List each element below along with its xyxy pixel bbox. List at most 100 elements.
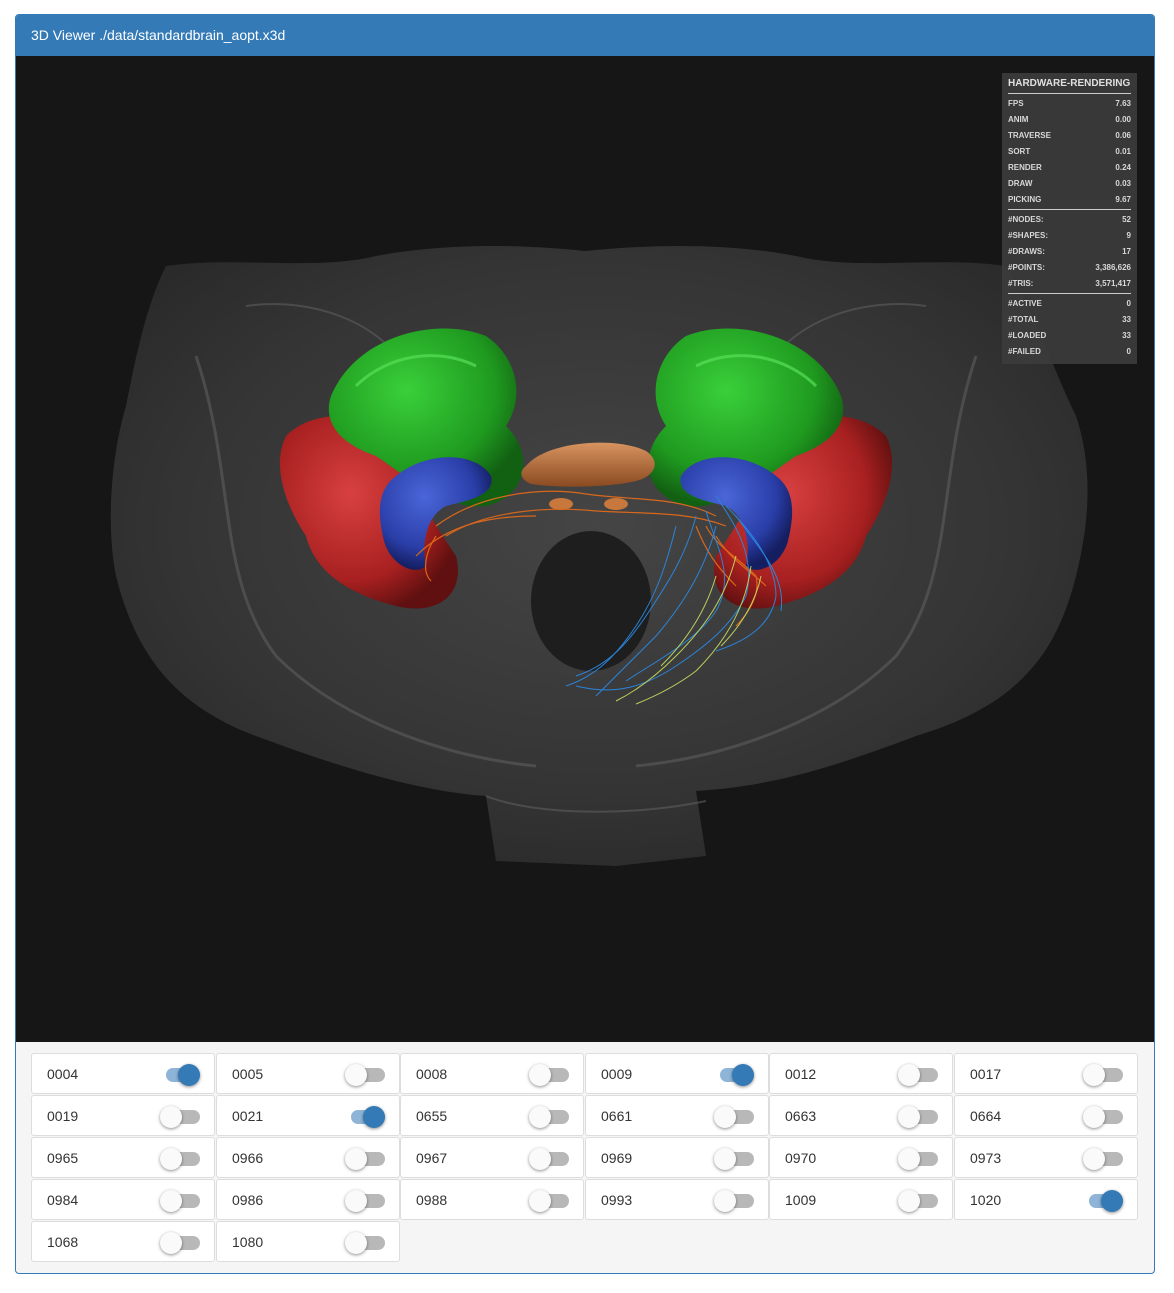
neuron-toggle-item: 0012 — [769, 1053, 953, 1094]
neuron-id-label: 0967 — [416, 1150, 448, 1166]
neuron-visibility-switch[interactable] — [714, 1106, 754, 1128]
stats-row-fps: FPS 7.63 — [1008, 96, 1131, 112]
switch-knob — [1083, 1106, 1105, 1128]
neuron-toggle-item: 0965 — [31, 1137, 215, 1178]
neuron-id-label: 1009 — [785, 1192, 817, 1208]
neuron-visibility-switch[interactable] — [529, 1064, 569, 1086]
neuron-id-label: 0965 — [47, 1150, 79, 1166]
stats-row-tris: #TRIS: 3,571,417 — [1008, 276, 1131, 292]
viewer-panel: 3D Viewer ./data/standardbrain_aopt.x3d — [15, 14, 1155, 1274]
switch-knob — [160, 1190, 182, 1212]
stats-counts-group: #NODES: 52 #SHAPES: 9 #DRAWS: 17 #POINTS: 3,… — [1008, 210, 1131, 294]
stat-label: #FAILED — [1008, 347, 1041, 356]
neuron-visibility-switch[interactable] — [160, 1190, 200, 1212]
switch-knob — [160, 1148, 182, 1170]
x3d-canvas[interactable]: HARDWARE-RENDERING FPS 7.63 ANIM 0.00 TRAV… — [16, 56, 1154, 1042]
neuron-toggle-item: 0988 — [400, 1179, 584, 1220]
neuron-visibility-switch[interactable] — [160, 1232, 200, 1254]
neuron-visibility-switch[interactable] — [898, 1064, 938, 1086]
neuron-id-label: 0970 — [785, 1150, 817, 1166]
neuron-id-label: 0664 — [970, 1108, 1002, 1124]
neuron-visibility-switch[interactable] — [160, 1064, 200, 1086]
neuron-id-label: 0019 — [47, 1108, 79, 1124]
stats-row-active: #ACTIVE 0 — [1008, 296, 1131, 312]
neuron-visibility-switch[interactable] — [1083, 1064, 1123, 1086]
neuron-id-label: 0017 — [970, 1066, 1002, 1082]
neuron-visibility-switch[interactable] — [529, 1190, 569, 1212]
stat-value: 0.24 — [1115, 163, 1131, 172]
stat-value: 3,571,417 — [1095, 279, 1131, 288]
neuron-visibility-switch[interactable] — [714, 1064, 754, 1086]
neuron-toggle-item: 1080 — [216, 1221, 400, 1262]
stat-label: #POINTS: — [1008, 263, 1045, 272]
neuron-toggle-item: 1068 — [31, 1221, 215, 1262]
neuron-visibility-switch[interactable] — [529, 1106, 569, 1128]
neuron-visibility-switch[interactable] — [898, 1190, 938, 1212]
neuron-visibility-switch[interactable] — [160, 1106, 200, 1128]
stat-value: 33 — [1122, 315, 1131, 324]
stat-label: FPS — [1008, 99, 1024, 108]
switch-knob — [345, 1232, 367, 1254]
neuron-visibility-switch[interactable] — [345, 1148, 385, 1170]
stat-label: PICKING — [1008, 195, 1042, 204]
neuron-id-label: 0004 — [47, 1066, 79, 1082]
neuron-toggle-item: 0655 — [400, 1095, 584, 1136]
stats-row-draw: DRAW 0.03 — [1008, 176, 1131, 192]
neuron-visibility-switch[interactable] — [529, 1148, 569, 1170]
stats-title: HARDWARE-RENDERING — [1008, 73, 1131, 94]
switch-knob — [345, 1148, 367, 1170]
stats-row-loaded: #LOADED 33 — [1008, 328, 1131, 344]
stat-label: DRAW — [1008, 179, 1033, 188]
stats-row-traverse: TRAVERSE 0.06 — [1008, 128, 1131, 144]
neuron-id-label: 0993 — [601, 1192, 633, 1208]
stats-row-points: #POINTS: 3,386,626 — [1008, 260, 1131, 276]
neuron-visibility-switch[interactable] — [160, 1148, 200, 1170]
stat-value: 52 — [1122, 215, 1131, 224]
switch-knob — [898, 1064, 920, 1086]
stat-label: TRAVERSE — [1008, 131, 1051, 140]
stats-row-sort: SORT 0.01 — [1008, 144, 1131, 160]
neuron-toggle-item: 1009 — [769, 1179, 953, 1220]
stats-row-shapes: #SHAPES: 9 — [1008, 228, 1131, 244]
neuron-id-label: 0663 — [785, 1108, 817, 1124]
stat-value: 33 — [1122, 331, 1131, 340]
neuron-id-label: 0009 — [601, 1066, 633, 1082]
neuron-id-label: 1020 — [970, 1192, 1002, 1208]
neuron-toggle-item: 0005 — [216, 1053, 400, 1094]
neuron-visibility-switch[interactable] — [714, 1190, 754, 1212]
stat-value: 7.63 — [1115, 99, 1131, 108]
stats-loading-group: #ACTIVE 0 #TOTAL 33 #LOADED 33 #FAILED 0 — [1008, 294, 1131, 361]
stats-row-anim: ANIM 0.00 — [1008, 112, 1131, 128]
stat-label: #NODES: — [1008, 215, 1044, 224]
neuron-visibility-switch[interactable] — [345, 1106, 385, 1128]
stats-row-draws: #DRAWS: 17 — [1008, 244, 1131, 260]
neuron-toggle-item: 0663 — [769, 1095, 953, 1136]
neuron-visibility-switch[interactable] — [898, 1148, 938, 1170]
neuron-visibility-switch[interactable] — [345, 1064, 385, 1086]
neuron-visibility-switch[interactable] — [714, 1148, 754, 1170]
stats-row-render: RENDER 0.24 — [1008, 160, 1131, 176]
neuron-visibility-switch[interactable] — [1083, 1190, 1123, 1212]
neuron-visibility-switch[interactable] — [345, 1190, 385, 1212]
switch-knob — [1083, 1064, 1105, 1086]
neuron-id-label: 0984 — [47, 1192, 79, 1208]
stat-label: #DRAWS: — [1008, 247, 1045, 256]
switch-knob — [160, 1232, 182, 1254]
neuron-visibility-switch[interactable] — [898, 1106, 938, 1128]
neuron-visibility-switch[interactable] — [1083, 1106, 1123, 1128]
stat-value: 0.03 — [1115, 179, 1131, 188]
stat-label: #LOADED — [1008, 331, 1047, 340]
stat-label: SORT — [1008, 147, 1031, 156]
stats-overlay: HARDWARE-RENDERING FPS 7.63 ANIM 0.00 TRAV… — [1002, 73, 1137, 364]
neuron-visibility-switch[interactable] — [1083, 1148, 1123, 1170]
stat-value: 0.06 — [1115, 131, 1131, 140]
neuron-toggle-item: 0970 — [769, 1137, 953, 1178]
switch-knob — [1101, 1190, 1123, 1212]
switch-knob — [1083, 1148, 1105, 1170]
neuron-toggle-item: 0019 — [31, 1095, 215, 1136]
neuron-toggle-item: 0969 — [585, 1137, 769, 1178]
neuron-visibility-switch[interactable] — [345, 1232, 385, 1254]
switch-knob — [160, 1106, 182, 1128]
neuron-id-label: 0966 — [232, 1150, 264, 1166]
neuron-toggle-item: 1020 — [954, 1179, 1138, 1220]
